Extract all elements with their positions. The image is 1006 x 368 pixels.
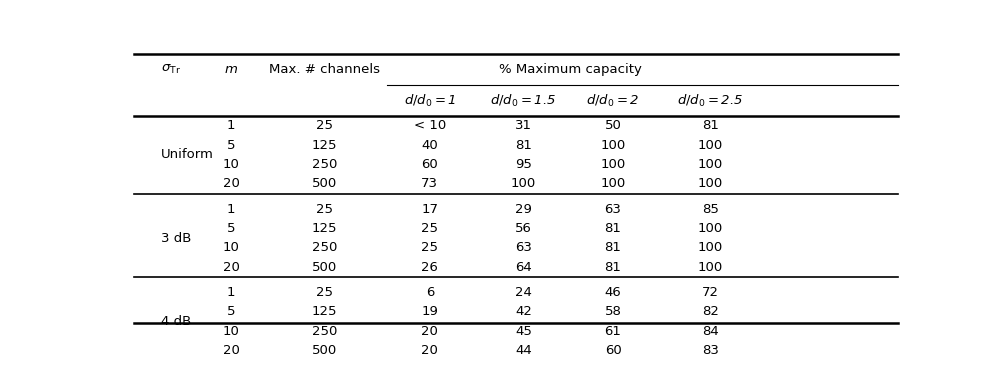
Text: 58: 58 (605, 305, 622, 318)
Text: 29: 29 (515, 202, 532, 216)
Text: 125: 125 (312, 139, 337, 152)
Text: 31: 31 (515, 119, 532, 132)
Text: 125: 125 (312, 222, 337, 235)
Text: 40: 40 (422, 139, 439, 152)
Text: 1: 1 (226, 202, 235, 216)
Text: $m$: $m$ (224, 63, 238, 76)
Text: 72: 72 (702, 286, 719, 299)
Text: 81: 81 (605, 222, 622, 235)
Text: $d/d_0 = $1: $d/d_0 = $1 (403, 92, 456, 109)
Text: 64: 64 (515, 261, 532, 274)
Text: 100: 100 (601, 158, 626, 171)
Text: 1: 1 (226, 286, 235, 299)
Text: 100: 100 (601, 139, 626, 152)
Text: 83: 83 (702, 344, 719, 357)
Text: 25: 25 (422, 241, 439, 254)
Text: 19: 19 (422, 305, 439, 318)
Text: 100: 100 (698, 261, 723, 274)
Text: $d/d_0 = $2.5: $d/d_0 = $2.5 (677, 92, 743, 109)
Text: 25: 25 (316, 202, 333, 216)
Text: 46: 46 (605, 286, 622, 299)
Text: 20: 20 (222, 344, 239, 357)
Text: $d/d_0 = $2: $d/d_0 = $2 (586, 92, 640, 109)
Text: 56: 56 (515, 222, 532, 235)
Text: 60: 60 (422, 158, 439, 171)
Text: $\sigma_{\rm Tr}$: $\sigma_{\rm Tr}$ (161, 63, 181, 76)
Text: 84: 84 (702, 325, 719, 337)
Text: 81: 81 (702, 119, 719, 132)
Text: 1: 1 (226, 119, 235, 132)
Text: 81: 81 (515, 139, 532, 152)
Text: 61: 61 (605, 325, 622, 337)
Text: 100: 100 (698, 177, 723, 190)
Text: 10: 10 (222, 158, 239, 171)
Text: 100: 100 (698, 158, 723, 171)
Text: $d/d_0 = $1.5: $d/d_0 = $1.5 (490, 92, 556, 109)
Text: 100: 100 (698, 241, 723, 254)
Text: 17: 17 (422, 202, 439, 216)
Text: 60: 60 (605, 344, 622, 357)
Text: 50: 50 (605, 119, 622, 132)
Text: 125: 125 (312, 305, 337, 318)
Text: 500: 500 (312, 177, 337, 190)
Text: 250: 250 (312, 241, 337, 254)
Text: 500: 500 (312, 344, 337, 357)
Text: 5: 5 (226, 222, 235, 235)
Text: 20: 20 (422, 325, 439, 337)
Text: 250: 250 (312, 158, 337, 171)
Text: 25: 25 (316, 286, 333, 299)
Text: 45: 45 (515, 325, 532, 337)
Text: Uniform: Uniform (161, 148, 213, 161)
Text: 42: 42 (515, 305, 532, 318)
Text: 6: 6 (426, 286, 434, 299)
Text: 100: 100 (698, 222, 723, 235)
Text: 10: 10 (222, 325, 239, 337)
Text: 26: 26 (422, 261, 439, 274)
Text: 63: 63 (605, 202, 622, 216)
Text: 81: 81 (605, 261, 622, 274)
Text: 100: 100 (601, 177, 626, 190)
Text: 100: 100 (698, 139, 723, 152)
Text: 20: 20 (222, 261, 239, 274)
Text: % Maximum capacity: % Maximum capacity (499, 63, 642, 76)
Text: 5: 5 (226, 305, 235, 318)
Text: 63: 63 (515, 241, 532, 254)
Text: 95: 95 (515, 158, 532, 171)
Text: Max. # channels: Max. # channels (269, 63, 380, 76)
Text: 4 dB: 4 dB (161, 315, 191, 328)
Text: 3 dB: 3 dB (161, 231, 191, 245)
Text: 5: 5 (226, 139, 235, 152)
Text: < 10: < 10 (413, 119, 446, 132)
Text: 73: 73 (422, 177, 439, 190)
Text: 20: 20 (422, 344, 439, 357)
Text: 100: 100 (511, 177, 536, 190)
Text: 24: 24 (515, 286, 532, 299)
Text: 250: 250 (312, 325, 337, 337)
Text: 82: 82 (702, 305, 719, 318)
Text: 20: 20 (222, 177, 239, 190)
Text: 85: 85 (702, 202, 719, 216)
Text: 25: 25 (422, 222, 439, 235)
Text: 10: 10 (222, 241, 239, 254)
Text: 25: 25 (316, 119, 333, 132)
Text: 500: 500 (312, 261, 337, 274)
Text: 81: 81 (605, 241, 622, 254)
Text: 44: 44 (515, 344, 532, 357)
